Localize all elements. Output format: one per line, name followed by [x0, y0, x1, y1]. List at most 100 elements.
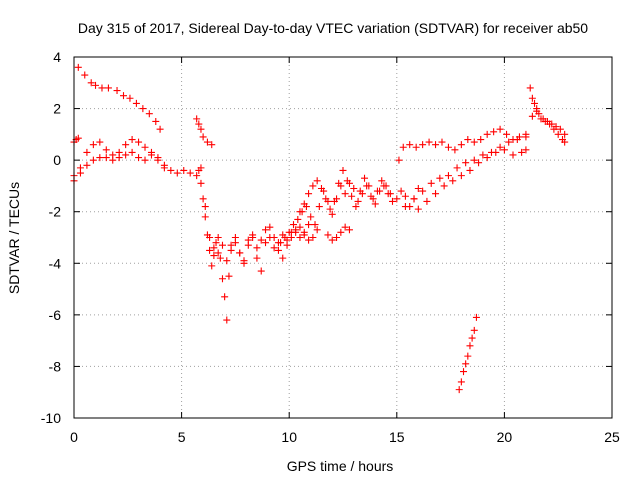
data-point — [350, 185, 358, 193]
y-tick-label: -4 — [49, 255, 62, 271]
data-point — [195, 120, 203, 128]
data-point — [449, 177, 457, 185]
plot-frame — [73, 56, 613, 419]
data-point — [262, 226, 270, 234]
data-point — [266, 234, 274, 241]
data-point — [401, 192, 409, 200]
data-point — [141, 156, 149, 164]
data-point — [74, 63, 82, 71]
data-point — [460, 368, 468, 376]
series-track-13 — [414, 146, 530, 213]
data-point — [218, 275, 226, 283]
data-point — [444, 143, 452, 151]
x-tick-label: 0 — [70, 429, 78, 445]
data-point — [470, 138, 478, 146]
data-point — [253, 254, 261, 262]
data-point — [180, 166, 188, 174]
data-point — [98, 84, 106, 92]
y-tick-label: -2 — [49, 204, 62, 220]
data-point — [203, 138, 211, 146]
data-point — [81, 71, 89, 79]
data-point — [285, 228, 293, 236]
data-point — [531, 99, 539, 107]
series-track-3 — [70, 136, 201, 180]
series-track-15 — [526, 84, 569, 138]
data-point — [141, 143, 149, 151]
data-point — [345, 226, 353, 234]
data-point — [550, 125, 558, 133]
data-point — [199, 195, 207, 203]
series-track-8 — [277, 179, 422, 247]
data-point — [197, 164, 205, 172]
data-point — [236, 249, 244, 257]
data-point — [522, 133, 530, 141]
x-tick-label: 5 — [178, 429, 186, 445]
data-point — [324, 231, 332, 239]
data-point — [414, 185, 422, 193]
data-point — [388, 197, 396, 205]
data-point — [309, 234, 317, 241]
data-point — [399, 143, 407, 151]
data-point — [201, 203, 209, 211]
data-point — [401, 203, 409, 211]
data-point — [313, 177, 321, 185]
data-point — [470, 156, 478, 164]
data-point — [328, 236, 336, 244]
data-point — [464, 352, 472, 360]
data-point — [206, 246, 214, 254]
data-point — [257, 236, 265, 244]
series-track-14 — [455, 313, 480, 394]
data-point — [425, 138, 433, 146]
series-track-5 — [193, 115, 216, 149]
series-track-7 — [197, 164, 313, 265]
data-series — [70, 63, 569, 394]
data-point — [199, 133, 207, 141]
data-point — [167, 166, 175, 174]
data-point — [505, 138, 513, 146]
data-point — [436, 174, 444, 182]
data-point — [414, 205, 422, 213]
data-point — [373, 187, 381, 195]
data-point — [292, 226, 300, 234]
data-point — [440, 182, 448, 190]
data-point — [119, 92, 127, 100]
data-point — [432, 141, 440, 149]
data-point — [483, 130, 491, 138]
data-point — [462, 360, 470, 368]
data-point — [395, 156, 403, 164]
data-point — [546, 120, 554, 128]
data-point — [206, 234, 214, 241]
data-point — [257, 267, 265, 275]
data-point — [210, 252, 218, 260]
data-point — [300, 200, 308, 208]
data-point — [468, 334, 476, 342]
data-point — [348, 192, 356, 200]
x-axis-label: GPS time / hours — [287, 458, 394, 474]
data-point — [410, 195, 418, 203]
data-point — [330, 197, 338, 205]
data-point — [365, 182, 373, 190]
data-point — [406, 141, 414, 149]
data-point — [279, 254, 287, 262]
data-point — [386, 190, 394, 198]
data-point — [382, 182, 390, 190]
data-point — [223, 257, 231, 265]
data-point — [210, 244, 218, 252]
data-point — [128, 148, 136, 156]
data-point — [244, 241, 252, 249]
data-point — [466, 342, 474, 350]
data-point — [328, 210, 336, 218]
data-point — [296, 208, 304, 216]
data-point — [313, 226, 321, 234]
data-point — [262, 239, 270, 247]
data-point — [109, 156, 117, 164]
data-point — [361, 174, 369, 182]
data-point — [444, 172, 452, 180]
data-point — [339, 166, 347, 174]
data-point — [274, 246, 282, 254]
data-point — [74, 134, 82, 142]
data-point — [221, 293, 229, 301]
data-point — [341, 223, 349, 231]
data-point — [464, 136, 472, 144]
